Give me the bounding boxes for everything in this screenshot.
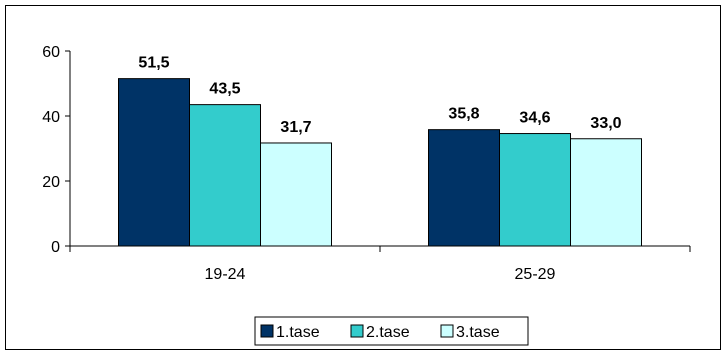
bar: [118, 78, 190, 247]
legend-swatch: [440, 324, 454, 338]
bar: [499, 133, 571, 247]
y-tick-label: 40: [42, 109, 60, 126]
data-label: 43,5: [209, 81, 240, 98]
x-tick-label: 19-24: [205, 266, 246, 283]
bar: [570, 138, 642, 247]
bar: [428, 129, 500, 247]
y-tick-label: 0: [51, 239, 60, 256]
data-label: 35,8: [448, 106, 479, 123]
legend-label: 3.tase: [456, 324, 500, 341]
bar: [189, 104, 261, 247]
y-tick-label: 60: [42, 44, 60, 61]
data-label: 31,7: [280, 119, 311, 136]
x-tick-label: 25-29: [515, 266, 556, 283]
data-label: 51,5: [138, 55, 169, 72]
legend-swatch: [350, 324, 364, 338]
legend-box: [254, 316, 529, 346]
data-label: 34,6: [519, 110, 550, 127]
bar: [260, 142, 332, 247]
data-label: 33,0: [590, 115, 621, 132]
y-tick-label: 20: [42, 174, 60, 191]
legend-label: 2.tase: [366, 324, 410, 341]
legend-label: 1.tase: [276, 324, 320, 341]
legend-swatch: [260, 324, 274, 338]
